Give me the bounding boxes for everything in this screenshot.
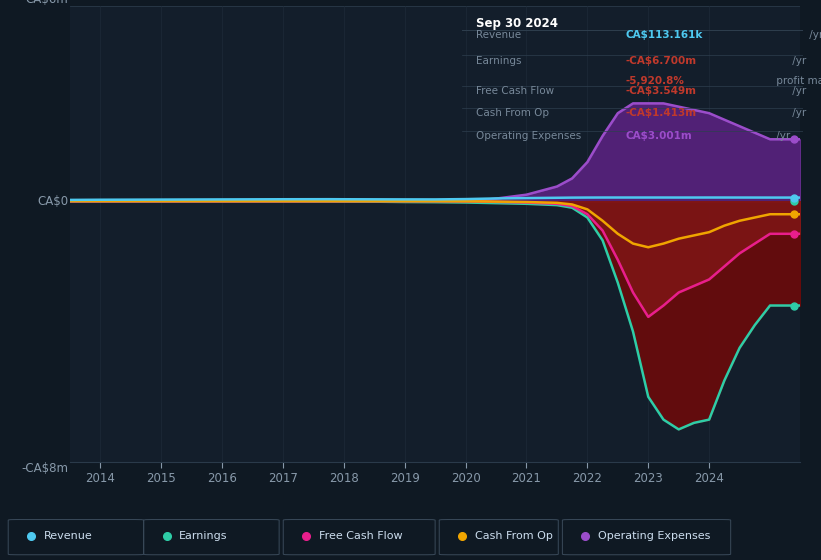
Text: Earnings: Earnings (476, 55, 521, 66)
Text: Earnings: Earnings (179, 531, 227, 541)
Text: CA$6m: CA$6m (25, 0, 68, 6)
Text: /yr: /yr (789, 55, 806, 66)
Text: CA$3.001m: CA$3.001m (626, 131, 693, 141)
Text: -CA$6.700m: -CA$6.700m (626, 55, 697, 66)
Text: /yr: /yr (789, 86, 806, 96)
Text: CA$113.161k: CA$113.161k (626, 30, 703, 40)
Text: /yr: /yr (805, 30, 821, 40)
Text: -5,920.8%: -5,920.8% (626, 76, 685, 86)
Text: Revenue: Revenue (476, 30, 521, 40)
Text: Operating Expenses: Operating Expenses (476, 131, 581, 141)
Text: /yr: /yr (773, 131, 790, 141)
Text: -CA$3.549m: -CA$3.549m (626, 86, 697, 96)
Text: profit margin: profit margin (773, 76, 821, 86)
Text: CA$0: CA$0 (37, 195, 68, 208)
Text: Cash From Op: Cash From Op (476, 108, 549, 118)
Text: /yr: /yr (789, 108, 806, 118)
Text: Free Cash Flow: Free Cash Flow (476, 86, 554, 96)
Text: Free Cash Flow: Free Cash Flow (319, 531, 402, 541)
Text: Sep 30 2024: Sep 30 2024 (476, 17, 557, 30)
Text: Operating Expenses: Operating Expenses (598, 531, 710, 541)
Text: Revenue: Revenue (44, 531, 92, 541)
Text: -CA$1.413m: -CA$1.413m (626, 108, 697, 118)
Text: -CA$8m: -CA$8m (21, 462, 68, 475)
Text: Cash From Op: Cash From Op (475, 531, 553, 541)
